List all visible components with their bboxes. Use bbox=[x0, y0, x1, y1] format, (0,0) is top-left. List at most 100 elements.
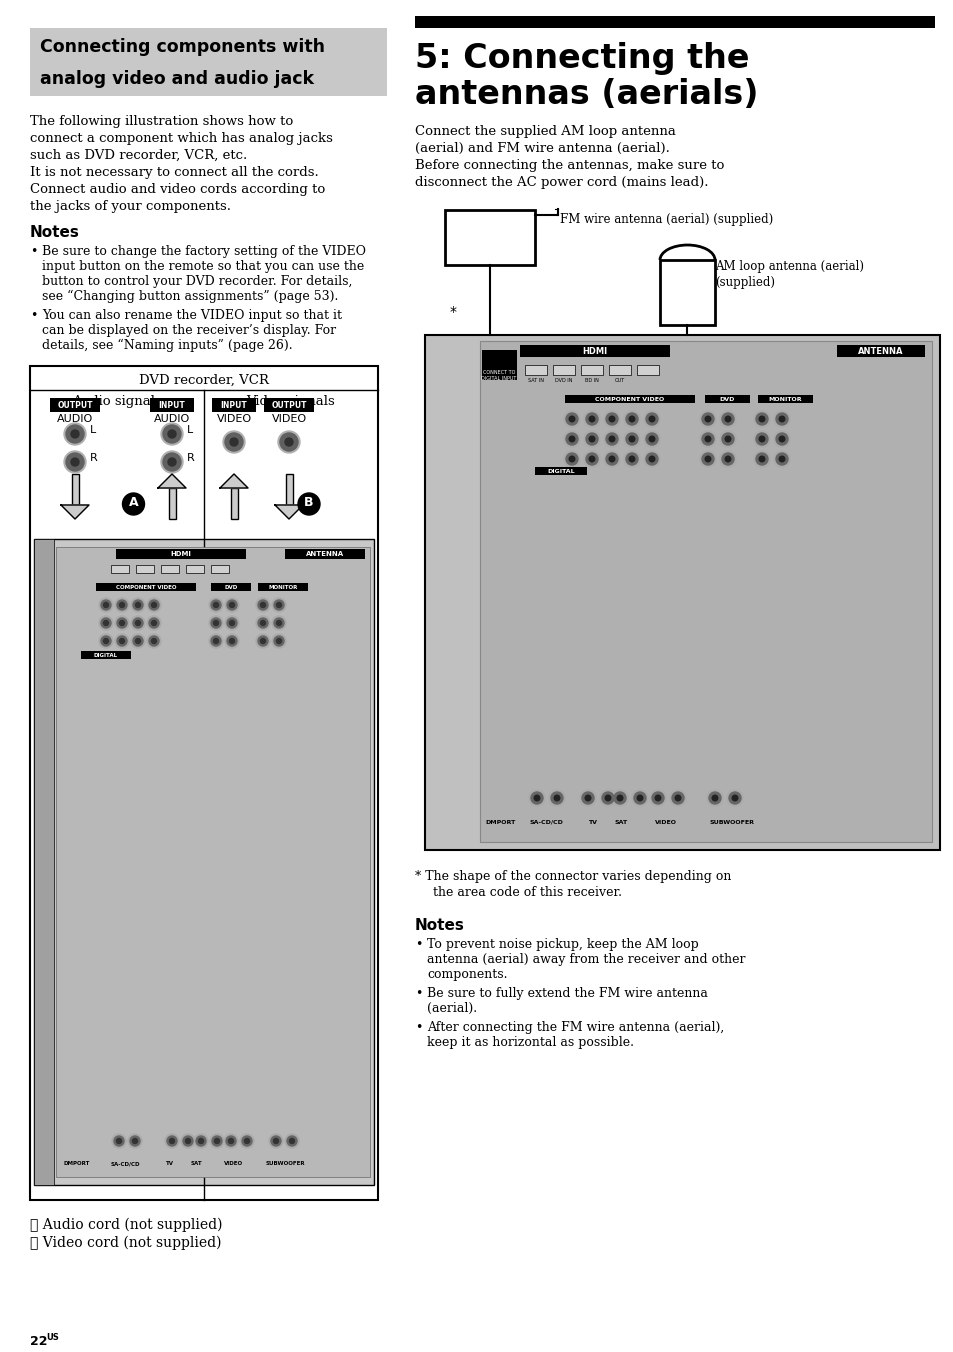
Bar bbox=[136, 565, 153, 573]
Text: antenna (aerial) away from the receiver and other: antenna (aerial) away from the receiver … bbox=[427, 953, 744, 965]
Circle shape bbox=[128, 1134, 142, 1148]
Bar bbox=[524, 365, 546, 375]
Circle shape bbox=[119, 603, 125, 607]
Bar bbox=[444, 210, 535, 265]
Text: SAT IN: SAT IN bbox=[527, 379, 543, 383]
Text: L: L bbox=[90, 425, 96, 435]
Circle shape bbox=[583, 411, 599, 427]
Text: button to control your DVD recorder. For details,: button to control your DVD recorder. For… bbox=[42, 274, 352, 288]
Circle shape bbox=[185, 1138, 191, 1144]
Text: disconnect the AC power cord (mains lead).: disconnect the AC power cord (mains lead… bbox=[415, 176, 708, 189]
Circle shape bbox=[135, 638, 140, 644]
Circle shape bbox=[213, 621, 218, 626]
Text: AUDIO: AUDIO bbox=[153, 414, 190, 425]
Text: •: • bbox=[415, 987, 422, 1000]
Circle shape bbox=[147, 634, 161, 648]
Text: HDMI: HDMI bbox=[171, 552, 192, 557]
Circle shape bbox=[229, 1138, 233, 1144]
Circle shape bbox=[181, 1134, 194, 1148]
Circle shape bbox=[637, 795, 642, 800]
Circle shape bbox=[163, 425, 181, 443]
Circle shape bbox=[260, 638, 265, 644]
Circle shape bbox=[132, 635, 143, 646]
Circle shape bbox=[629, 456, 634, 462]
Circle shape bbox=[609, 437, 614, 442]
Circle shape bbox=[534, 795, 539, 800]
Circle shape bbox=[226, 1136, 235, 1146]
Text: (aerial).: (aerial). bbox=[427, 1002, 476, 1015]
Circle shape bbox=[209, 617, 223, 630]
Circle shape bbox=[112, 1134, 126, 1148]
Text: SA-CD/CD: SA-CD/CD bbox=[530, 821, 563, 825]
Text: 22: 22 bbox=[30, 1334, 48, 1348]
Bar bbox=[535, 466, 586, 475]
Polygon shape bbox=[220, 475, 248, 488]
Circle shape bbox=[775, 433, 787, 445]
Circle shape bbox=[230, 438, 237, 446]
Circle shape bbox=[209, 634, 223, 648]
Circle shape bbox=[531, 792, 542, 804]
Circle shape bbox=[287, 1136, 296, 1146]
Circle shape bbox=[115, 598, 129, 612]
Circle shape bbox=[244, 1138, 250, 1144]
Text: details, see “Naming inputs” (page 26).: details, see “Naming inputs” (page 26). bbox=[42, 339, 293, 353]
Text: CONNECT TO
DIGITAL INPUT: CONNECT TO DIGITAL INPUT bbox=[481, 370, 517, 381]
Circle shape bbox=[116, 1138, 121, 1144]
Bar bbox=[479, 341, 931, 842]
Bar bbox=[116, 549, 246, 558]
Circle shape bbox=[195, 1136, 206, 1146]
Circle shape bbox=[149, 635, 159, 646]
Circle shape bbox=[131, 598, 145, 612]
Circle shape bbox=[565, 433, 578, 445]
Circle shape bbox=[230, 621, 234, 626]
Circle shape bbox=[135, 603, 140, 607]
Circle shape bbox=[755, 433, 767, 445]
Circle shape bbox=[285, 1134, 298, 1148]
Circle shape bbox=[115, 634, 129, 648]
Text: Before connecting the antennas, make sure to: Before connecting the antennas, make sur… bbox=[415, 160, 723, 172]
Circle shape bbox=[269, 1134, 283, 1148]
Circle shape bbox=[671, 792, 683, 804]
Circle shape bbox=[274, 618, 284, 627]
Circle shape bbox=[103, 638, 109, 644]
Circle shape bbox=[66, 453, 84, 470]
Circle shape bbox=[277, 431, 299, 453]
Bar bbox=[30, 366, 377, 1201]
Text: INPUT: INPUT bbox=[158, 402, 185, 410]
Circle shape bbox=[240, 1134, 253, 1148]
Circle shape bbox=[130, 1136, 140, 1146]
Circle shape bbox=[629, 416, 634, 422]
Circle shape bbox=[724, 416, 730, 422]
Circle shape bbox=[720, 431, 735, 448]
Circle shape bbox=[213, 638, 218, 644]
Circle shape bbox=[260, 621, 265, 626]
Text: Be sure to change the factory setting of the VIDEO: Be sure to change the factory setting of… bbox=[42, 245, 366, 258]
Circle shape bbox=[183, 1136, 193, 1146]
Text: B: B bbox=[304, 496, 314, 510]
Bar bbox=[34, 539, 374, 1184]
Bar bbox=[519, 345, 669, 357]
Circle shape bbox=[255, 617, 270, 630]
Circle shape bbox=[119, 638, 125, 644]
Circle shape bbox=[225, 617, 239, 630]
Bar bbox=[481, 350, 517, 380]
Text: To prevent noise pickup, keep the AM loop: To prevent noise pickup, keep the AM loo… bbox=[427, 938, 698, 950]
Circle shape bbox=[101, 600, 111, 610]
Text: components.: components. bbox=[427, 968, 507, 982]
Bar bbox=[758, 395, 812, 403]
Circle shape bbox=[721, 412, 733, 425]
Bar bbox=[81, 652, 131, 658]
Circle shape bbox=[759, 456, 764, 462]
Text: keep it as horizontal as possible.: keep it as horizontal as possible. bbox=[427, 1036, 634, 1049]
Circle shape bbox=[198, 1138, 203, 1144]
Circle shape bbox=[285, 438, 293, 446]
Circle shape bbox=[599, 790, 616, 806]
Circle shape bbox=[255, 598, 270, 612]
Circle shape bbox=[755, 453, 767, 465]
Text: You can also rename the VIDEO input so that it: You can also rename the VIDEO input so t… bbox=[42, 310, 341, 322]
Circle shape bbox=[132, 618, 143, 627]
Circle shape bbox=[701, 433, 713, 445]
Circle shape bbox=[651, 792, 663, 804]
Text: OUT: OUT bbox=[615, 379, 624, 383]
Circle shape bbox=[214, 1138, 219, 1144]
